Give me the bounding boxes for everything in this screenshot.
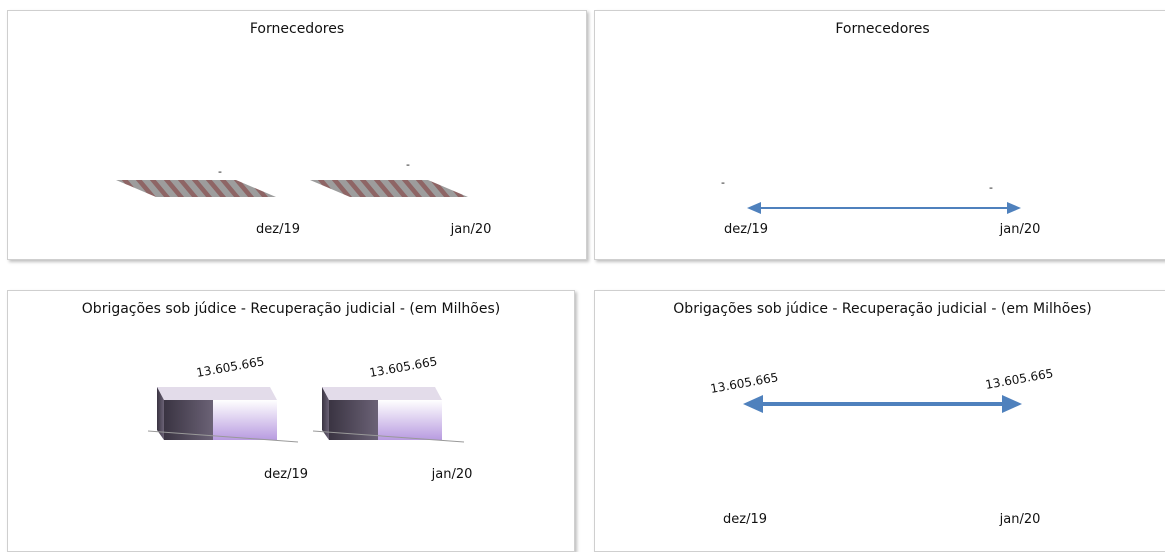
line-point-jan20 (1002, 395, 1022, 413)
chart-panel-fornecedores-bar: Fornecedores - - dez/19 jan/20 (7, 10, 587, 260)
x-tick-label: jan/20 (450, 222, 492, 237)
chart-svg: 13.605.665 13.605.665 dez/19 jan/20 (709, 366, 1054, 527)
bar-dez19 (116, 180, 276, 197)
bar-jan20 (312, 387, 465, 443)
value-label: - (721, 176, 725, 189)
x-tick-label: jan/20 (431, 467, 473, 482)
value-label: 13.605.665 (368, 354, 438, 380)
chart-panel-fornecedores-line: Fornecedores - - dez/19 jan/20 (594, 10, 1165, 260)
chart-panel-obrigacoes-line: Obrigações sob júdice - Recuperação judi… (594, 290, 1165, 552)
chart-title: Obrigações sob júdice - Recuperação judi… (673, 301, 1092, 317)
value-label: 13.605.665 (984, 366, 1054, 392)
chart-title: Fornecedores (249, 21, 345, 37)
chart-svg: 13.605.665 13.605.665 dez/19 jan/20 (147, 354, 473, 482)
line-point-dez19 (743, 395, 763, 413)
x-tick-label: jan/20 (999, 512, 1041, 527)
series-line (743, 395, 1022, 413)
chart-title: Obrigações sob júdice - Recuperação judi… (81, 301, 501, 317)
chart-title: Fornecedores (835, 21, 930, 37)
series-line (747, 202, 1021, 214)
x-tick-label: dez/19 (724, 222, 768, 237)
value-label: - (218, 165, 222, 178)
x-tick-label: jan/20 (999, 222, 1041, 237)
x-tick-label: dez/19 (264, 467, 308, 482)
value-label: - (406, 158, 410, 171)
x-tick-label: dez/19 (256, 222, 300, 237)
line-point-dez19 (747, 202, 761, 214)
chart-svg: - - dez/19 jan/20 (721, 176, 1041, 237)
value-label: 13.605.665 (195, 354, 265, 380)
chart-svg: - - dez/19 jan/20 (116, 158, 492, 237)
chart-panel-obrigacoes-bar: Obrigações sob júdice - Recuperação judi… (7, 290, 575, 552)
bar-jan20 (310, 180, 468, 197)
value-label: 13.605.665 (709, 370, 779, 396)
line-point-jan20 (1007, 202, 1021, 214)
x-tick-label: dez/19 (723, 512, 767, 527)
value-label: - (989, 181, 993, 194)
bar-dez19 (147, 387, 299, 443)
